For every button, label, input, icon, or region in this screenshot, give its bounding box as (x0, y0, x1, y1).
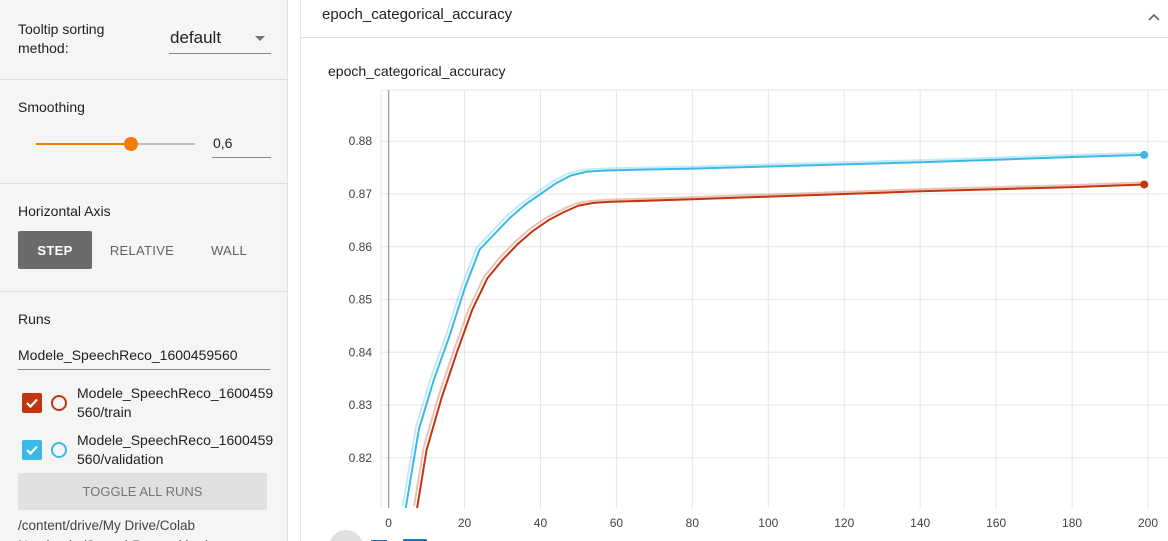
x-tick-label: 180 (1062, 516, 1082, 530)
smoothing-input[interactable]: 0,6 (212, 130, 271, 158)
checkmark-icon (26, 398, 38, 409)
y-tick-label: 0.86 (349, 240, 373, 254)
run-item-train[interactable]: Modele_SpeechReco_1600459560/train (22, 384, 282, 424)
slider-fill (36, 143, 132, 145)
tooltip-sorting-label: Tooltip sorting method: (18, 21, 105, 56)
x-tick-label: 20 (458, 516, 472, 530)
runs-label: Runs (18, 311, 51, 327)
dropdown-arrow-icon (255, 36, 265, 41)
horizontal-axis-label: Horizontal Axis (18, 203, 111, 219)
x-tick-label: 120 (834, 516, 854, 530)
y-tick-label: 0.84 (349, 345, 373, 359)
chart-series-lines (401, 150, 1149, 509)
series-end-point (1140, 150, 1149, 159)
toggle-all-runs-button[interactable]: TOGGLE ALL RUNS (18, 473, 267, 510)
settings-sidebar: Tooltip sorting method: default Smoothin… (0, 0, 288, 541)
run-item-validation[interactable]: Modele_SpeechReco_1600459560/validation (22, 431, 282, 471)
checkmark-icon (26, 445, 38, 456)
slider-thumb[interactable] (124, 137, 139, 151)
x-tick-label: 200 (1138, 516, 1158, 530)
axis-step-button[interactable]: STEP (18, 231, 92, 269)
run-checkbox-validation[interactable] (22, 440, 42, 460)
smoothing-label: Smoothing (18, 99, 85, 115)
x-tick-label: 60 (610, 516, 624, 530)
x-tick-label: 160 (986, 516, 1006, 530)
series-line-train (416, 183, 1145, 509)
y-tick-label: 0.87 (349, 187, 373, 201)
tooltip-sorting-select[interactable]: default (169, 24, 271, 54)
run-name-validation: Modele_SpeechReco_1600459560/validation (77, 432, 274, 467)
run-checkbox-train[interactable] (22, 393, 42, 413)
run-color-circle-icon[interactable] (51, 442, 67, 458)
card-title: epoch_categorical_accuracy (322, 6, 513, 23)
y-tick-label: 0.82 (349, 451, 373, 465)
log-directory-path: /content/drive/My Drive/Colab Notebooks/… (18, 518, 207, 541)
card-header[interactable]: epoch_categorical_accuracy (301, 0, 1168, 38)
smoothing-section (0, 80, 287, 184)
y-axis-tick-labels: 0.82 0.83 0.84 0.85 0.86 0.87 0.88 (349, 134, 373, 465)
fit-domain-icon[interactable] (329, 530, 363, 541)
runs-filter-input[interactable]: Modele_SpeechReco_1600459560 (18, 342, 270, 370)
chart-toolbar (329, 530, 449, 541)
series-line-validation (404, 153, 1145, 509)
y-tick-label: 0.83 (349, 398, 373, 412)
chart-card: epoch_categorical_accuracy epoch_categor… (300, 0, 1168, 541)
x-axis-tick-labels: 0 20 40 60 80 100 120 140 160 180 200 (385, 516, 1158, 530)
run-color-circle-icon[interactable] (51, 395, 67, 411)
series-raw-line (401, 151, 1142, 507)
horizontal-axis-section (0, 184, 287, 292)
y-tick-label: 0.88 (349, 134, 373, 148)
x-tick-label: 0 (385, 516, 392, 530)
x-tick-label: 100 (758, 516, 778, 530)
axis-relative-button[interactable]: RELATIVE (109, 242, 175, 258)
tooltip-sorting-value: default (170, 28, 222, 47)
series-raw-line (413, 181, 1142, 507)
chart-title: epoch_categorical_accuracy (328, 63, 506, 79)
smoothing-slider[interactable] (36, 137, 195, 151)
x-tick-label: 40 (534, 516, 548, 530)
run-name-train: Modele_SpeechReco_1600459560/train (77, 385, 274, 420)
x-tick-label: 140 (910, 516, 930, 530)
accuracy-line-chart[interactable]: 0.82 0.83 0.84 0.85 0.86 0.87 0.88 0 20 40 60 80 10… (301, 0, 1168, 541)
tooltip-sorting-section (0, 0, 287, 80)
axis-wall-button[interactable]: WALL (210, 242, 248, 258)
chart-grid (380, 89, 1167, 508)
chevron-up-icon[interactable] (1147, 9, 1161, 25)
series-end-point (1140, 180, 1149, 189)
y-tick-label: 0.85 (349, 293, 373, 307)
x-tick-label: 80 (686, 516, 700, 530)
